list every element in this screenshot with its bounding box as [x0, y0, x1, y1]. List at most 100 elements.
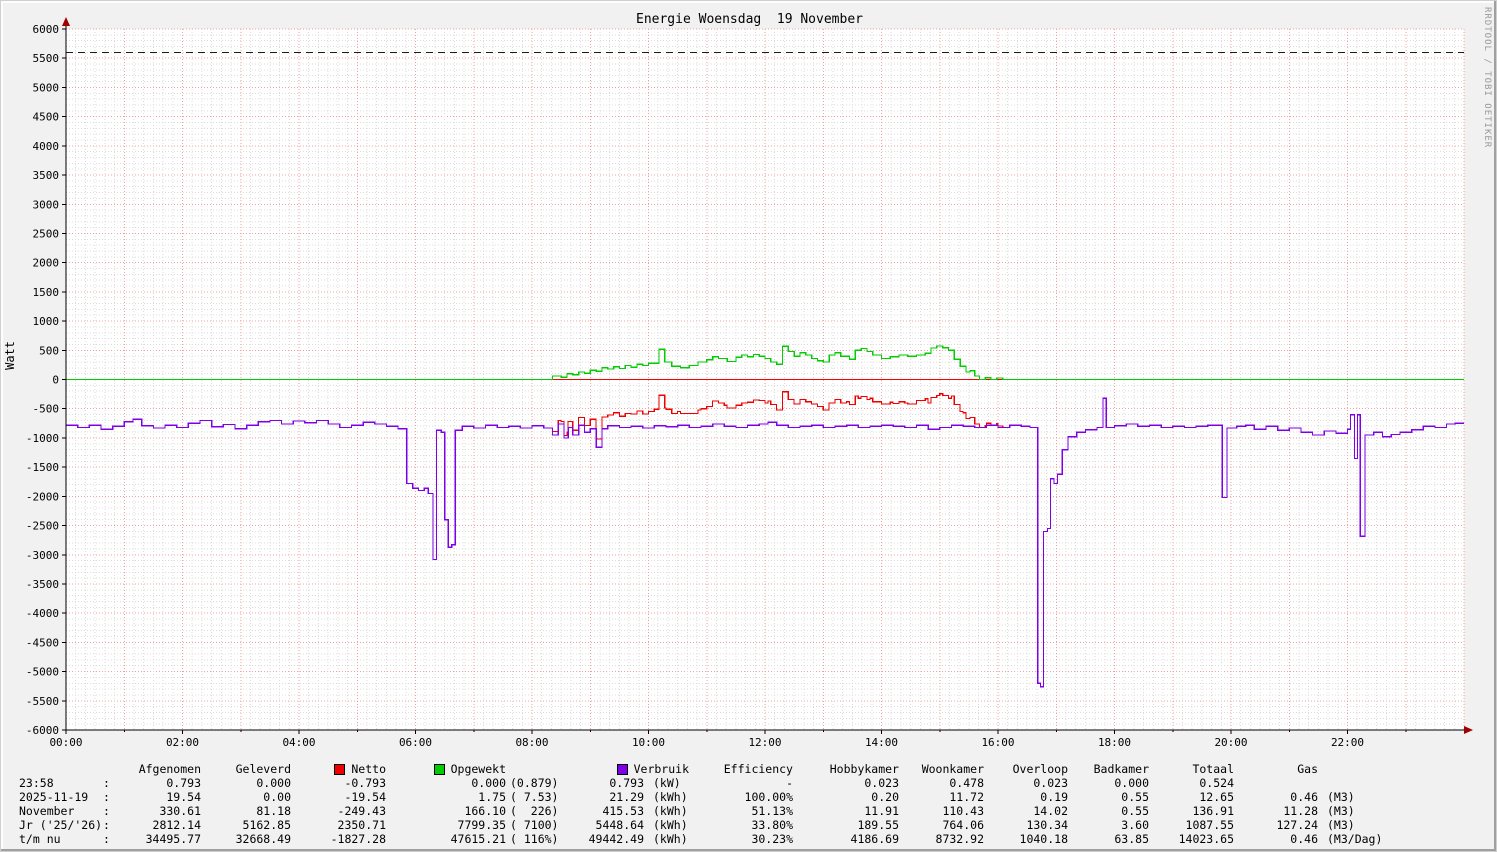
verbruik-legend-swatch [616, 763, 628, 775]
cell-hobbykamer: 11.91 [864, 804, 899, 818]
cell-afgenomen: 2812.14 [152, 818, 201, 832]
y-tick-label: -1000 [26, 432, 59, 445]
column-header-overloop: Overloop [1012, 762, 1068, 776]
chart-title: Energie Woensdag 19 November [636, 12, 863, 27]
cell-hobbykamer: 0.023 [864, 776, 899, 790]
y-axis-arrow [62, 17, 70, 26]
opgewekt-line [66, 345, 1464, 381]
cell-verbruik: 49442.49 [588, 832, 644, 846]
y-tick-label: -4000 [26, 607, 59, 620]
cell-verbruik: 5448.64 [595, 818, 644, 832]
column-header-geleverd: Geleverd [235, 762, 291, 776]
cell-netto: -1827.28 [330, 832, 386, 846]
y-tick-label: -4500 [26, 636, 59, 649]
x-axis-arrow [1464, 726, 1473, 734]
x-tick-label: 18:00 [1098, 736, 1131, 749]
header-spacer [103, 762, 111, 776]
table-header-row: Afgenomen Geleverd Netto Opgewekt Verbruik Ef… [1, 762, 1496, 776]
table-row: 23:58: 0.793 0.000 -0.793 0.000 (0.879) 0.793 (… [1, 776, 1496, 790]
cell-netto: -249.43 [337, 804, 386, 818]
y-tick-label: 3000 [33, 198, 60, 211]
cell-geleverd: 5162.85 [242, 818, 291, 832]
y-tick-label: 500 [39, 344, 59, 357]
cell-opgewekt: 0.000 [471, 776, 506, 790]
column-header-afgenomen: Afgenomen [138, 762, 201, 776]
column-header-badkamer: Badkamer [1093, 762, 1149, 776]
cell-efficiency: 100.00% [744, 790, 793, 804]
y-axis-label: Watt [3, 341, 17, 370]
cell-geleverd: 32668.49 [235, 832, 291, 846]
cell-label: 23:58 [19, 776, 54, 790]
cell-gas_unit: (M3/Dag) [1327, 832, 1383, 846]
cell-verbruik_unit: (kW) [653, 776, 681, 790]
cell-overloop: 130.34 [1026, 818, 1068, 832]
header-spacer [1327, 762, 1407, 776]
cell-label: Jr ('25/'26) [19, 818, 103, 832]
legend-label: Verbruik [633, 762, 689, 776]
cell-efficiency: - [786, 776, 793, 790]
cell-overloop: 1040.18 [1019, 832, 1068, 846]
column-header-efficiency: Efficiency [723, 762, 793, 776]
column-header-verbruik: Verbruik [566, 762, 699, 776]
netto-legend-swatch [334, 763, 346, 775]
column-header-totaal: Totaal [1192, 762, 1234, 776]
x-tick-label: 10:00 [632, 736, 665, 749]
cell-label: November [19, 804, 75, 818]
y-tick-label: -5500 [26, 695, 59, 708]
y-tick-label: -3500 [26, 578, 59, 591]
cell-overloop: 0.19 [1040, 790, 1068, 804]
x-tick-label: 02:00 [166, 736, 199, 749]
cell-netto: -19.54 [344, 790, 386, 804]
cell-gas: 127.24 [1276, 818, 1318, 832]
cell-opgewekt_extra: ( 116%) [510, 832, 559, 846]
y-tick-label: -3000 [26, 549, 59, 562]
rrdtool-watermark: RRDTOOL / TOBI OETIKER [1482, 7, 1492, 149]
cell-overloop: 14.02 [1033, 804, 1068, 818]
x-tick-label: 22:00 [1331, 736, 1364, 749]
cell-woonkamer: 8732.92 [935, 832, 984, 846]
cell-opgewekt_extra: (0.879) [510, 776, 559, 790]
cell-badkamer: 0.55 [1121, 804, 1149, 818]
table-row: November: 330.61 81.18 -249.43 166.10 ( 226) 4… [1, 804, 1496, 818]
table-row: 2025-11-19: 19.54 0.00 -19.54 1.75 ( 7.53) 21.… [1, 790, 1496, 804]
legend-label: Opgewekt [450, 762, 506, 776]
summary-table: Afgenomen Geleverd Netto Opgewekt Verbruik Ef… [1, 762, 1496, 846]
cell-opgewekt_extra: ( 226) [510, 804, 559, 818]
cell-afgenomen: 330.61 [159, 804, 201, 818]
y-tick-label: -2500 [26, 520, 59, 533]
y-tick-label: 0 [52, 374, 59, 387]
x-tick-label: 16:00 [981, 736, 1014, 749]
header-spacer [19, 762, 103, 776]
x-tick-label: 12:00 [748, 736, 781, 749]
cell-netto: 2350.71 [337, 818, 386, 832]
column-header-gas: Gas [1297, 762, 1318, 776]
table-row: Jr ('25/'26): 2812.14 5162.85 2350.71 7799.3… [1, 818, 1496, 832]
cell-gas: 0.46 [1290, 790, 1318, 804]
cell-colon: : [103, 818, 110, 832]
cell-verbruik_unit: (kWh) [653, 790, 688, 804]
cell-geleverd: 0.000 [256, 776, 291, 790]
y-tick-label: -5000 [26, 666, 59, 679]
cell-label: 2025-11-19 [19, 790, 89, 804]
cell-efficiency: 51.13% [751, 804, 793, 818]
column-header-woonkamer: Woonkamer [921, 762, 984, 776]
cell-afgenomen: 34495.77 [145, 832, 201, 846]
cell-hobbykamer: 4186.69 [850, 832, 899, 846]
column-header-opgewekt: Opgewekt [386, 762, 506, 776]
cell-hobbykamer: 0.20 [871, 790, 899, 804]
table-row: t/m nu: 34495.77 32668.49 -1827.28 47615.21 (… [1, 832, 1496, 846]
cell-gas_unit: (M3) [1327, 804, 1355, 818]
cell-verbruik_unit: (kWh) [653, 832, 688, 846]
cell-verbruik: 415.53 [602, 804, 644, 818]
cell-colon: : [103, 832, 110, 846]
y-tick-label: 1000 [33, 315, 60, 328]
cell-afgenomen: 0.793 [166, 776, 201, 790]
cell-geleverd: 0.00 [263, 790, 291, 804]
cell-colon: : [103, 776, 110, 790]
cell-colon: : [103, 790, 110, 804]
y-tick-label: -500 [33, 403, 60, 416]
y-tick-label: 2000 [33, 257, 60, 270]
y-tick-label: -6000 [26, 724, 59, 737]
cell-totaal: 1087.55 [1185, 818, 1234, 832]
